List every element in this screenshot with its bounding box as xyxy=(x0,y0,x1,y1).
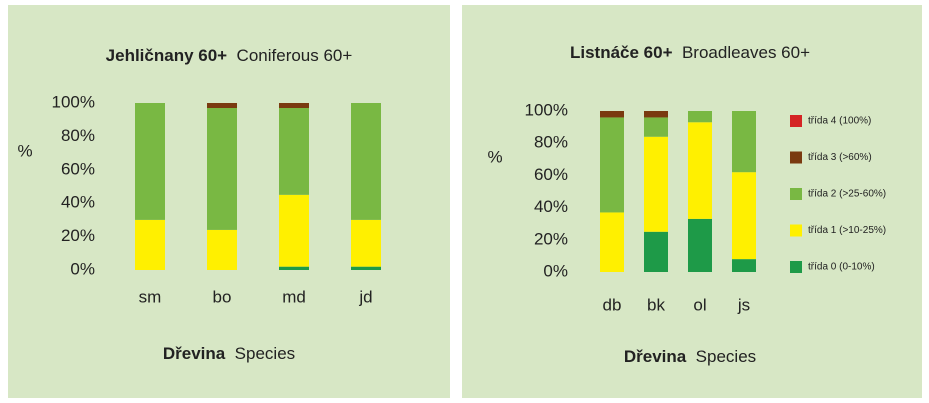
y-axis-label: % xyxy=(487,147,502,166)
bar-segment xyxy=(135,219,165,270)
legend-swatch xyxy=(790,188,802,200)
chart-title: Listnáče 60+ Broadleaves 60+ xyxy=(570,43,810,62)
bar-segment xyxy=(351,266,381,270)
x-tick-label: ol xyxy=(693,295,706,314)
bar-segment xyxy=(207,108,237,230)
bar-segment xyxy=(279,266,309,270)
y-tick-label: 40% xyxy=(534,197,568,216)
legend-label: třída 3 (>60%) xyxy=(808,152,872,163)
chart-title-en: Coniferous 60+ xyxy=(237,46,353,65)
x-tick-label: md xyxy=(282,287,306,306)
y-tick-label: 0% xyxy=(70,259,95,278)
y-tick-label: 20% xyxy=(61,226,95,245)
y-tick-label: 100% xyxy=(52,92,95,111)
bar-segment xyxy=(732,111,756,173)
x-axis-label-main: Dřevina xyxy=(163,344,226,363)
legend-swatch xyxy=(790,151,802,164)
bar-segment xyxy=(688,122,712,219)
bar-segment xyxy=(644,136,668,232)
bar-segment xyxy=(351,103,381,220)
y-tick-label: 20% xyxy=(534,229,568,248)
chart-title: Jehličnany 60+ Coniferous 60+ xyxy=(106,46,353,65)
bar-segment xyxy=(207,229,237,270)
y-tick-label: 40% xyxy=(61,193,95,212)
y-tick-label: 80% xyxy=(61,126,95,145)
legend-swatch xyxy=(790,115,802,127)
x-axis-label: Dřevina Species xyxy=(624,347,756,366)
x-tick-label: db xyxy=(603,295,622,314)
bar-segment xyxy=(600,111,624,118)
legend-label: třída 0 (0-10%) xyxy=(808,262,875,273)
bar-segment xyxy=(688,218,712,272)
bar-segment xyxy=(351,219,381,267)
x-tick-label: bo xyxy=(213,287,232,306)
y-tick-label: 80% xyxy=(534,133,568,152)
legend-swatch xyxy=(790,224,802,237)
x-axis-label: Dřevina Species xyxy=(163,344,295,363)
legend-swatch xyxy=(790,261,802,273)
bar-segment xyxy=(600,117,624,213)
y-tick-label: 60% xyxy=(61,159,95,178)
x-axis-label-main: Dřevina xyxy=(624,347,687,366)
bar-segment xyxy=(600,212,624,272)
bar-segment xyxy=(732,172,756,260)
chart-title-en: Broadleaves 60+ xyxy=(682,43,810,62)
bar-segment xyxy=(279,194,309,267)
y-tick-label: 60% xyxy=(534,165,568,184)
x-tick-label: jd xyxy=(358,287,372,306)
legend-label: třída 2 (>25-60%) xyxy=(808,189,886,200)
y-tick-label: 0% xyxy=(543,261,568,280)
bar-segment xyxy=(135,103,165,220)
bar-segment xyxy=(279,108,309,195)
x-tick-label: sm xyxy=(139,287,162,306)
legend-label: třída 4 (100%) xyxy=(808,116,871,127)
bar-segment xyxy=(688,111,712,123)
bar-segment xyxy=(644,111,668,118)
x-axis-label-en: Species xyxy=(235,344,295,363)
bar-segment xyxy=(279,103,309,109)
x-tick-label: bk xyxy=(647,295,665,314)
y-tick-label: 100% xyxy=(525,100,568,119)
legend-label: třída 1 (>10-25%) xyxy=(808,225,886,236)
bar-segment xyxy=(644,117,668,137)
y-axis-label: % xyxy=(17,141,32,160)
chart-title-main: Listnáče 60+ xyxy=(570,43,673,62)
bar-segment xyxy=(644,231,668,272)
x-axis-label-en: Species xyxy=(696,347,756,366)
x-tick-label: js xyxy=(737,295,750,314)
bar-segment xyxy=(732,259,756,272)
bar-segment xyxy=(207,103,237,109)
chart-title-main: Jehličnany 60+ xyxy=(106,46,228,65)
